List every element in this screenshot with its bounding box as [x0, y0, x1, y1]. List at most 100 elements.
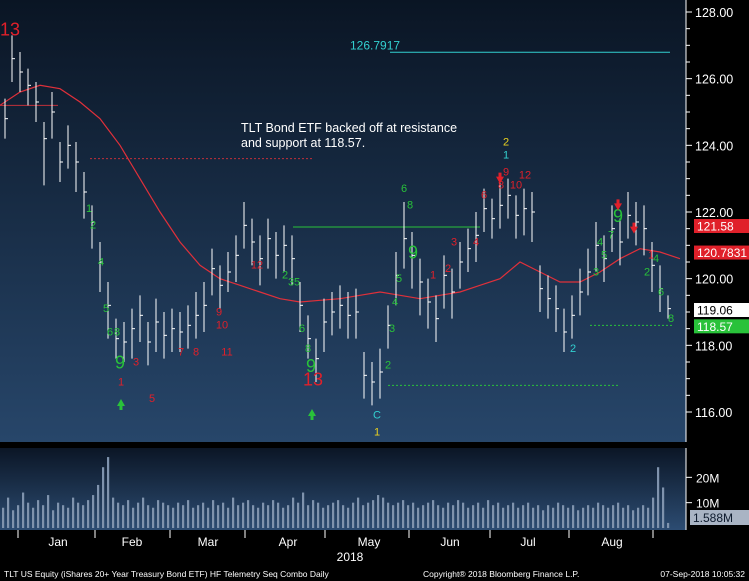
- x-tick-label: Feb: [122, 535, 143, 549]
- volume-bar: [122, 505, 125, 528]
- volume-bar: [617, 502, 620, 528]
- down-arrow-icon: [614, 199, 622, 211]
- volume-bar: [462, 502, 465, 528]
- sequence-mark: 4: [597, 236, 603, 248]
- up-arrow-icon: [117, 399, 125, 410]
- volume-bar: [257, 507, 260, 528]
- volume-bar: [427, 502, 430, 528]
- sequence-mark: 9: [306, 356, 316, 376]
- x-tick-label: Jun: [440, 535, 459, 549]
- sequence-mark: 6: [658, 286, 664, 298]
- sequence-mark: 5: [601, 250, 607, 262]
- volume-bar: [477, 502, 480, 528]
- sequence-mark: 8: [668, 313, 674, 325]
- volume-bar: [577, 510, 580, 528]
- sequence-mark: 2: [644, 266, 650, 278]
- sequence-mark: 2: [90, 220, 96, 232]
- volume-bar: [127, 500, 130, 528]
- price-tag-label: 118.57: [697, 320, 733, 334]
- volume-bar: [252, 505, 255, 528]
- x-tick-label: Mar: [198, 535, 219, 549]
- price-tag-label: 121.58: [697, 220, 734, 234]
- volume-bar: [102, 467, 105, 528]
- price-tag: [694, 219, 749, 233]
- sequence-mark: 6: [299, 323, 305, 335]
- sequence-mark: 6: [107, 326, 113, 338]
- volume-bar: [262, 502, 265, 528]
- volume-bar: [237, 505, 240, 528]
- sequence-mark: 9: [503, 166, 509, 178]
- volume-bar: [467, 507, 470, 528]
- price-tag-label: 120.7831: [697, 246, 747, 260]
- sequence-mark: 6: [481, 190, 487, 202]
- volume-bar: [72, 497, 75, 528]
- volume-bar: [592, 507, 595, 528]
- volume-bar: [597, 502, 600, 528]
- sequence-mark: 8: [407, 200, 413, 212]
- volume-bar: [67, 507, 70, 528]
- sequence-mark: 1: [86, 203, 92, 215]
- volume-bar: [42, 505, 45, 528]
- volume-bar: [472, 505, 475, 528]
- volume-bar: [27, 502, 30, 528]
- volume-bar: [562, 505, 565, 528]
- volume-bar: [507, 505, 510, 528]
- volume-bar: [287, 505, 290, 528]
- volume-bar: [7, 497, 10, 528]
- x-tick-label: Jul: [520, 535, 535, 549]
- price-tag-label: 119.06: [697, 304, 733, 318]
- volume-bar: [497, 502, 500, 528]
- volume-bar: [32, 507, 35, 528]
- volume-bar: [387, 502, 390, 528]
- volume-bar: [157, 500, 160, 528]
- annotation-line-0: TLT Bond ETF backed off at resistance: [241, 121, 457, 135]
- volume-bar: [162, 502, 165, 528]
- volume-bar: [337, 500, 340, 528]
- y-tick-label: 118.00: [695, 339, 732, 353]
- volume-bar: [247, 500, 250, 528]
- volume-bar: [582, 507, 585, 528]
- year-label: 2018: [337, 550, 364, 564]
- volume-bar: [622, 507, 625, 528]
- volume-bar: [132, 507, 135, 528]
- sequence-mark: 8: [193, 346, 199, 358]
- volume-bar: [277, 502, 280, 528]
- volume-tick-label: 10M: [696, 497, 719, 511]
- volume-bar: [412, 502, 415, 528]
- sequence-mark: 5: [103, 303, 109, 315]
- sequence-mark: 4: [98, 256, 104, 268]
- volume-bar: [142, 497, 145, 528]
- sequence-mark: 13: [303, 369, 323, 389]
- price-tags: 121.58 120.7831 119.06 118.57: [694, 219, 749, 334]
- volume-bar: [117, 502, 120, 528]
- volume-bar: [227, 507, 230, 528]
- volume-bar: [112, 497, 115, 528]
- volume-bar: [307, 505, 310, 528]
- sequence-mark: 2: [385, 360, 391, 372]
- sequence-mark: 13: [0, 19, 20, 39]
- sequence-mark: 5: [396, 273, 402, 285]
- volume-bar: [77, 502, 80, 528]
- volume-bar: [137, 502, 140, 528]
- sequence-mark: 9: [613, 206, 623, 226]
- volume-bar: [182, 505, 185, 528]
- chart-annotation: TLT Bond ETF backed off at resistance and…: [241, 121, 457, 150]
- volume-bars: [2, 457, 670, 528]
- volume-bar: [87, 500, 90, 528]
- footer-left: TLT US Equity (iShares 20+ Year Treasury…: [4, 569, 330, 579]
- x-tick-label: Aug: [601, 535, 622, 549]
- volume-bar: [632, 510, 635, 528]
- volume-bar: [322, 507, 325, 528]
- sequence-mark: 1: [374, 426, 380, 438]
- volume-bar: [147, 505, 150, 528]
- volume-bar: [192, 507, 195, 528]
- volume-bar: [267, 505, 270, 528]
- sequence-mark: 8: [114, 326, 120, 338]
- volume-bar: [197, 505, 200, 528]
- volume-bar: [587, 505, 590, 528]
- volume-bar: [282, 507, 285, 528]
- y-tick-label: 120.00: [695, 273, 733, 287]
